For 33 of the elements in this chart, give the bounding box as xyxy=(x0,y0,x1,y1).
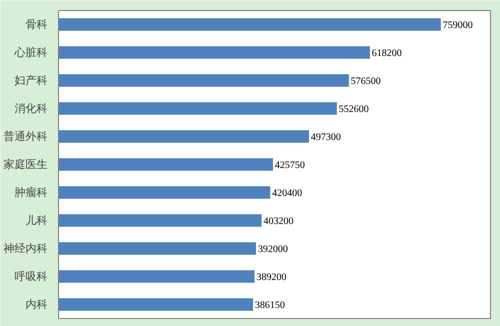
bar xyxy=(58,270,255,283)
y-tick-label: 骨科 xyxy=(26,18,48,31)
bar xyxy=(58,46,370,59)
y-tick-label: 内科 xyxy=(26,298,48,311)
data-label: 425750 xyxy=(274,160,305,171)
data-label: 759000 xyxy=(442,20,473,31)
data-label: 618200 xyxy=(372,48,402,59)
data-label: 403200 xyxy=(264,216,294,227)
bar xyxy=(58,242,256,255)
bar xyxy=(58,74,349,87)
data-label: 420400 xyxy=(272,188,302,199)
bar xyxy=(58,158,273,171)
data-label: 389200 xyxy=(256,272,286,283)
data-label: 576500 xyxy=(350,76,381,87)
y-tick-label: 消化科 xyxy=(14,102,48,115)
bar xyxy=(58,18,441,31)
y-tick-label: 普通外科 xyxy=(4,130,48,143)
data-label: 392000 xyxy=(258,244,288,255)
y-tick-label: 肿瘤科 xyxy=(14,186,48,199)
y-tick-label: 心脏科 xyxy=(14,46,48,59)
bar xyxy=(58,298,253,311)
y-tick-label: 儿科 xyxy=(26,214,48,227)
bar xyxy=(58,214,262,227)
y-tick-label: 妇产科 xyxy=(14,74,48,87)
data-label: 497300 xyxy=(310,132,341,143)
y-tick-label: 神经内科 xyxy=(4,242,48,255)
data-label: 386150 xyxy=(254,300,285,311)
bar xyxy=(58,130,309,143)
y-tick-label: 呼吸科 xyxy=(14,270,48,283)
bar xyxy=(58,186,270,199)
y-tick-label: 家庭医生 xyxy=(4,158,48,171)
bar xyxy=(58,102,337,115)
data-label: 552600 xyxy=(338,104,369,115)
